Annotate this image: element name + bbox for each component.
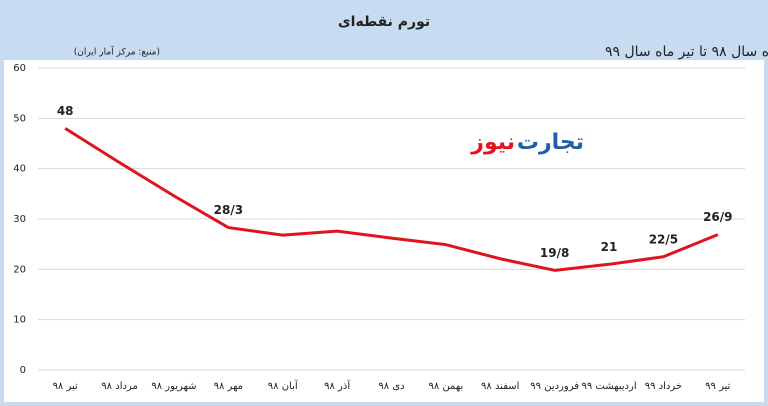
y-tick-label: 30 — [13, 214, 26, 225]
logo-part2: نیوز — [470, 130, 515, 155]
x-tick-label: خرداد ۹۹ — [645, 381, 682, 392]
value-label: 48 — [57, 104, 74, 118]
x-tick-label: مهر ۹۸ — [214, 381, 243, 392]
y-tick-label: 40 — [13, 164, 26, 175]
x-tick-label: آبان ۹۸ — [268, 379, 299, 392]
value-label: 28/3 — [214, 203, 243, 217]
x-tick-label: تیر ۹۸ — [53, 381, 78, 392]
plot-panel — [4, 60, 764, 402]
value-label: 26/9 — [703, 210, 732, 224]
x-tick-label: فروردین ۹۹ — [530, 381, 579, 392]
y-tick-label: 10 — [13, 315, 26, 326]
x-tick-label: اسفند ۹۸ — [481, 381, 519, 392]
y-tick-label: 0 — [20, 365, 26, 376]
x-tick-label: تیر ۹۹ — [705, 381, 730, 392]
x-tick-label: دی ۹۸ — [378, 381, 404, 392]
chart-subtitle: روند تورم نقطه‌ای از تیر ماه سال ۹۸ تا ت… — [605, 44, 768, 60]
x-tick-label: اردیبهشت ۹۹ — [581, 381, 636, 392]
value-label: 21 — [601, 240, 618, 254]
y-tick-label: 20 — [13, 264, 26, 275]
value-label: 19/8 — [540, 246, 569, 260]
line-series — [64, 127, 719, 272]
x-tick-label: مرداد ۹۸ — [101, 381, 138, 392]
source-note: (منبع: مرکز آمار ایران) — [74, 46, 160, 58]
chart-title: تورم نقطه‌ای — [338, 14, 430, 30]
x-tick-label: آذر ۹۸ — [324, 379, 351, 392]
x-tick-label: بهمن ۹۸ — [429, 381, 464, 392]
x-tick-label: شهریور ۹۸ — [151, 381, 196, 392]
y-tick-label: 50 — [13, 113, 26, 124]
value-label: 22/5 — [649, 232, 678, 246]
logo-part1: تجارت — [517, 130, 584, 155]
y-tick-label: 60 — [13, 63, 26, 74]
